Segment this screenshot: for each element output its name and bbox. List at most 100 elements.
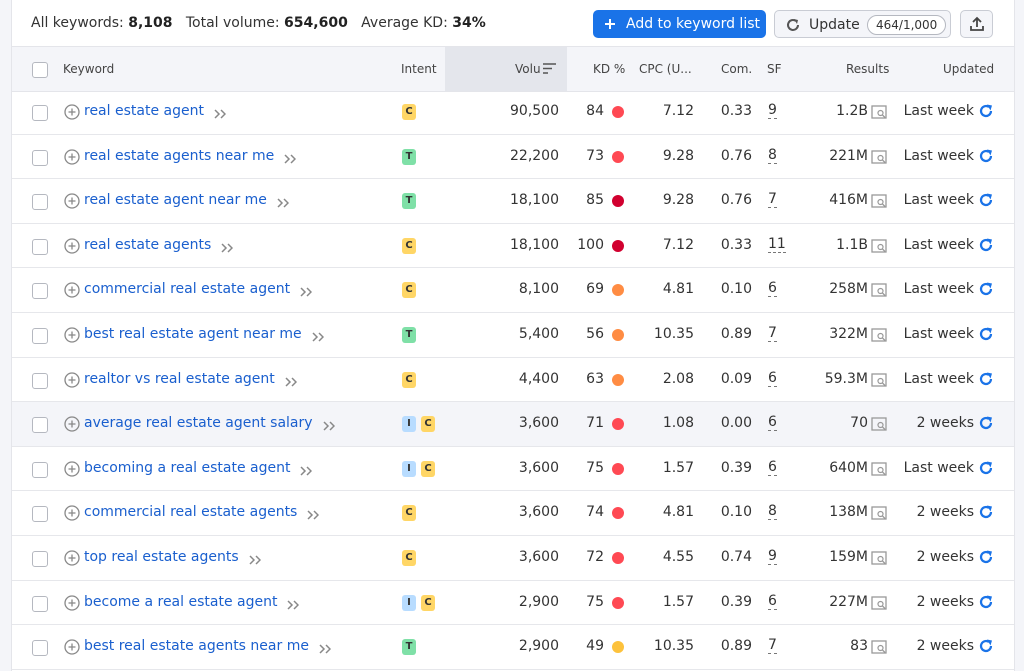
- keyword-link[interactable]: commercial real estate agents: [84, 504, 298, 521]
- serp-features[interactable]: 8: [768, 503, 777, 521]
- keyword-link[interactable]: realtor vs real estate agent: [84, 370, 275, 387]
- intent-badge: I: [402, 594, 416, 611]
- add-icon-svg: [64, 327, 80, 343]
- refresh-icon[interactable]: [978, 192, 994, 208]
- refresh-icon-svg: [979, 238, 993, 251]
- results: 138M: [829, 504, 868, 521]
- refresh-icon[interactable]: [978, 281, 994, 297]
- serp-icon-svg: [871, 506, 887, 521]
- row-checkbox[interactable]: [32, 461, 48, 478]
- refresh-icon[interactable]: [978, 504, 994, 520]
- row-checkbox[interactable]: [32, 328, 48, 344]
- updated: Last week: [903, 236, 974, 253]
- refresh-icon[interactable]: [978, 460, 994, 476]
- serp-features[interactable]: 6: [768, 369, 777, 387]
- keyword-link[interactable]: becoming a real estate agent: [84, 459, 291, 476]
- row-checkbox[interactable]: [32, 372, 48, 389]
- serp-features[interactable]: 9: [768, 548, 777, 565]
- chevrons: [249, 553, 262, 565]
- competition: 0.09: [720, 370, 752, 387]
- select-all[interactable]: [32, 62, 48, 78]
- sort-icon: [543, 63, 556, 74]
- chevrons: [307, 508, 320, 520]
- volume: 22,200: [510, 147, 559, 164]
- serp-features[interactable]: 7: [768, 637, 777, 655]
- keyword-link[interactable]: real estate agents near me: [84, 147, 275, 164]
- row-checkbox[interactable]: [32, 551, 48, 567]
- update-button[interactable]: Update 464/1,000: [774, 10, 951, 38]
- results: 59.3M: [824, 370, 868, 387]
- refresh-icon-svg: [979, 505, 993, 519]
- serp-features[interactable]: 6: [768, 280, 777, 298]
- refresh-icon-svg: [979, 639, 993, 653]
- refresh-icon[interactable]: [978, 415, 994, 431]
- updated: 2 weeks: [916, 504, 974, 521]
- keyword-link[interactable]: average real estate agent salary: [84, 415, 313, 432]
- refresh-icon[interactable]: [978, 371, 994, 387]
- refresh-icon[interactable]: [978, 549, 994, 565]
- cpc: 1.57: [662, 593, 694, 610]
- serp-features[interactable]: 6: [768, 592, 777, 610]
- refresh-icon[interactable]: [978, 237, 994, 253]
- keyword-link[interactable]: become a real estate agent: [84, 593, 278, 610]
- row-checkbox[interactable]: [32, 640, 48, 657]
- row-checkbox[interactable]: [32, 105, 48, 121]
- add-icon-svg: [64, 282, 80, 299]
- serp-features[interactable]: 11: [768, 235, 786, 253]
- keyword-link[interactable]: commercial real estate agent: [84, 281, 291, 298]
- results: 416M: [829, 192, 868, 209]
- intent-badge: C: [421, 416, 435, 433]
- serp-features[interactable]: 7: [768, 191, 777, 209]
- results: 227M: [829, 593, 868, 610]
- row-checkbox[interactable]: [32, 283, 48, 300]
- serp-icon: [871, 239, 887, 253]
- table-row: becoming a real estate agent I C 3,600 75 1.5…: [12, 447, 1014, 492]
- serp-icon-svg: [871, 462, 887, 476]
- add-icon: [64, 639, 80, 655]
- refresh-icon[interactable]: [978, 326, 994, 342]
- export-button[interactable]: [960, 10, 993, 38]
- keyword-link[interactable]: real estate agents: [84, 236, 212, 253]
- refresh-icon[interactable]: [978, 148, 994, 164]
- volume: 3,600: [518, 549, 559, 565]
- table-row: real estate agent C 90,500 84 7.12 0.33 9 1.2B L…: [12, 90, 1014, 135]
- keyword-link[interactable]: real estate agent near me: [84, 192, 267, 209]
- row-checkbox[interactable]: [32, 149, 48, 166]
- row-checkbox[interactable]: [32, 417, 48, 434]
- serp-features[interactable]: 6: [768, 414, 777, 432]
- serp-features[interactable]: 6: [768, 458, 777, 476]
- table-row: commercial real estate agents C 3,600 74 4.8…: [12, 491, 1014, 536]
- kd: 75: [586, 593, 604, 610]
- chevrons-svg: [319, 644, 332, 654]
- row-checkbox[interactable]: [32, 595, 48, 612]
- updated: 2 weeks: [916, 549, 974, 565]
- chevrons: [277, 196, 290, 208]
- serp-features[interactable]: 8: [768, 146, 777, 164]
- refresh-icon[interactable]: [978, 638, 994, 654]
- refresh-icon[interactable]: [978, 594, 994, 610]
- intent-badge: I: [402, 416, 416, 433]
- serp-features[interactable]: 7: [768, 325, 777, 342]
- chevrons: [323, 419, 336, 431]
- add-button[interactable]: Add to keyword list: [593, 10, 766, 38]
- add-icon-svg: [64, 461, 80, 477]
- intent-badge: C: [421, 594, 435, 611]
- competition: 0.10: [720, 281, 752, 298]
- chevrons-svg: [300, 287, 313, 297]
- row-checkbox[interactable]: [32, 238, 48, 255]
- keyword-link[interactable]: real estate agent: [84, 103, 204, 119]
- row-checkbox[interactable]: [32, 194, 48, 211]
- row-checkbox[interactable]: [32, 506, 48, 523]
- column-header: KD %: [593, 62, 626, 76]
- chevrons-svg: [221, 243, 234, 253]
- refresh-icon[interactable]: [978, 103, 994, 119]
- keyword-link[interactable]: best real estate agents near me: [84, 638, 309, 655]
- keyword-link[interactable]: top real estate agents: [84, 549, 239, 565]
- keyword-link[interactable]: best real estate agent near me: [84, 326, 302, 342]
- volume: 90,500: [510, 103, 559, 119]
- intent-badge: C: [402, 104, 416, 120]
- value: 654,600: [284, 15, 348, 31]
- cpc: 1.57: [662, 459, 694, 476]
- serp-features[interactable]: 9: [768, 102, 777, 119]
- column-header[interactable]: Volu: [515, 62, 541, 76]
